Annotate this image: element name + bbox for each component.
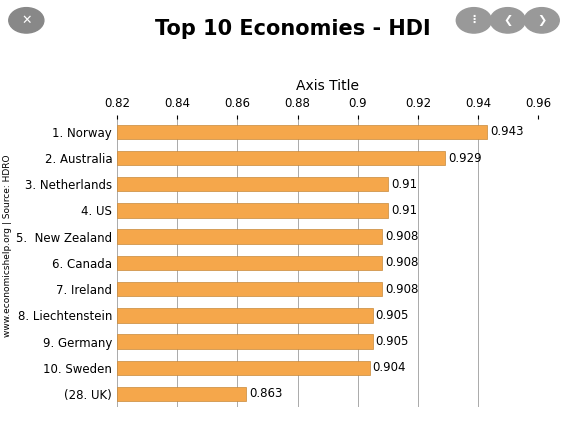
Text: 0.91: 0.91	[391, 178, 417, 191]
Text: ❮: ❮	[503, 15, 512, 26]
Text: 0.908: 0.908	[385, 257, 418, 269]
Bar	[117, 177, 388, 192]
Text: 0.904: 0.904	[373, 361, 406, 374]
Text: ❯: ❯	[537, 15, 546, 26]
Text: 0.908: 0.908	[385, 282, 418, 296]
Text: www.economicshelp.org | Source: HDRO: www.economicshelp.org | Source: HDRO	[2, 155, 12, 337]
Text: 0.929: 0.929	[448, 151, 481, 165]
Text: 0.863: 0.863	[249, 388, 283, 400]
Bar	[117, 229, 382, 244]
Bar	[117, 151, 445, 165]
Bar	[117, 360, 370, 375]
Text: 0.905: 0.905	[376, 335, 409, 348]
Bar	[117, 203, 388, 218]
Bar	[117, 256, 382, 270]
Text: 0.91: 0.91	[391, 204, 417, 217]
Text: 0.905: 0.905	[376, 309, 409, 322]
Bar	[117, 334, 373, 349]
X-axis label: Axis Title: Axis Title	[296, 79, 359, 93]
Text: Top 10 Economies - HDI: Top 10 Economies - HDI	[154, 19, 431, 39]
Bar	[117, 125, 487, 139]
Bar	[117, 308, 373, 323]
Text: ⋮: ⋮	[468, 15, 480, 25]
Text: 0.943: 0.943	[490, 126, 524, 138]
Bar	[117, 387, 246, 401]
Text: 0.908: 0.908	[385, 230, 418, 243]
Bar	[117, 282, 382, 296]
Text: ✕: ✕	[21, 14, 32, 27]
